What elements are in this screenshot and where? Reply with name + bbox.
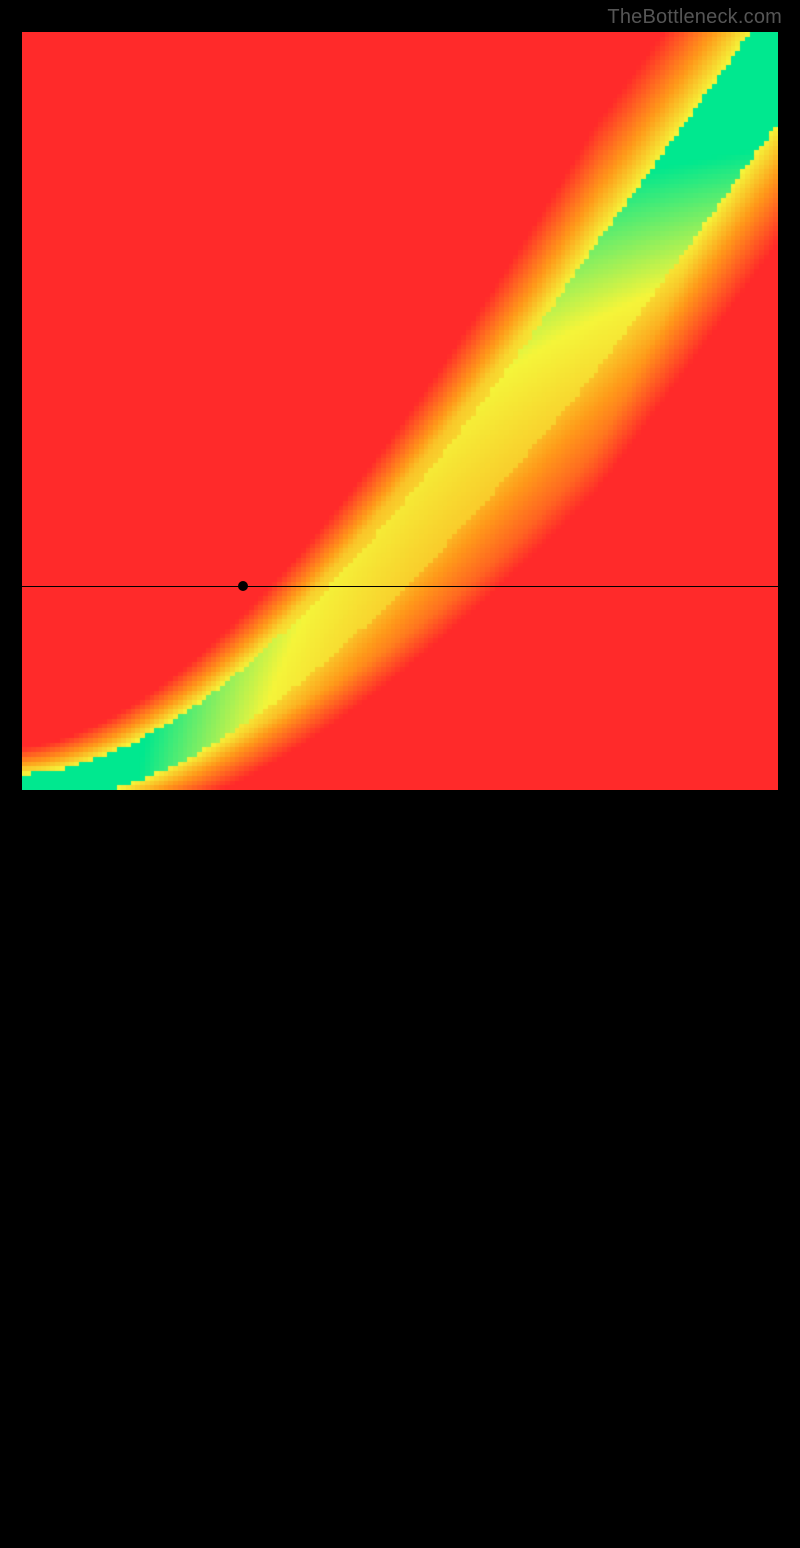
watermark-text: TheBottleneck.com: [607, 6, 782, 29]
bottleneck-heatmap: [22, 32, 778, 790]
crosshair-vertical: [243, 790, 244, 1548]
crosshair-horizontal: [22, 586, 778, 587]
heatmap-canvas: [22, 32, 778, 790]
data-point-marker: [238, 581, 248, 591]
